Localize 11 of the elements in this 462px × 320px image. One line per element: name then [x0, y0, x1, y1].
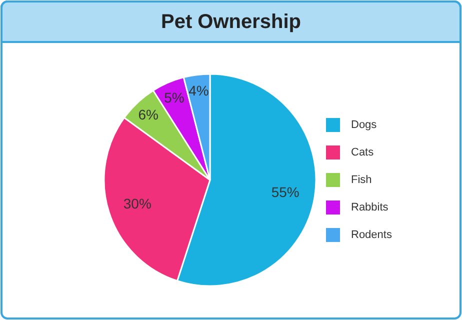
data-label: 55% [271, 184, 300, 200]
legend-label: Rabbits [351, 202, 389, 214]
legend-label: Dogs [351, 119, 378, 131]
chart-title: Pet Ownership [160, 11, 302, 33]
data-label: 5% [164, 89, 184, 106]
data-label: 4% [188, 82, 209, 99]
legend-label: Cats [351, 146, 374, 158]
data-label: 6% [138, 106, 158, 122]
legend-label: Rodents [351, 229, 392, 241]
data-label: 30% [123, 196, 152, 212]
legend-label: Fish [351, 174, 372, 186]
